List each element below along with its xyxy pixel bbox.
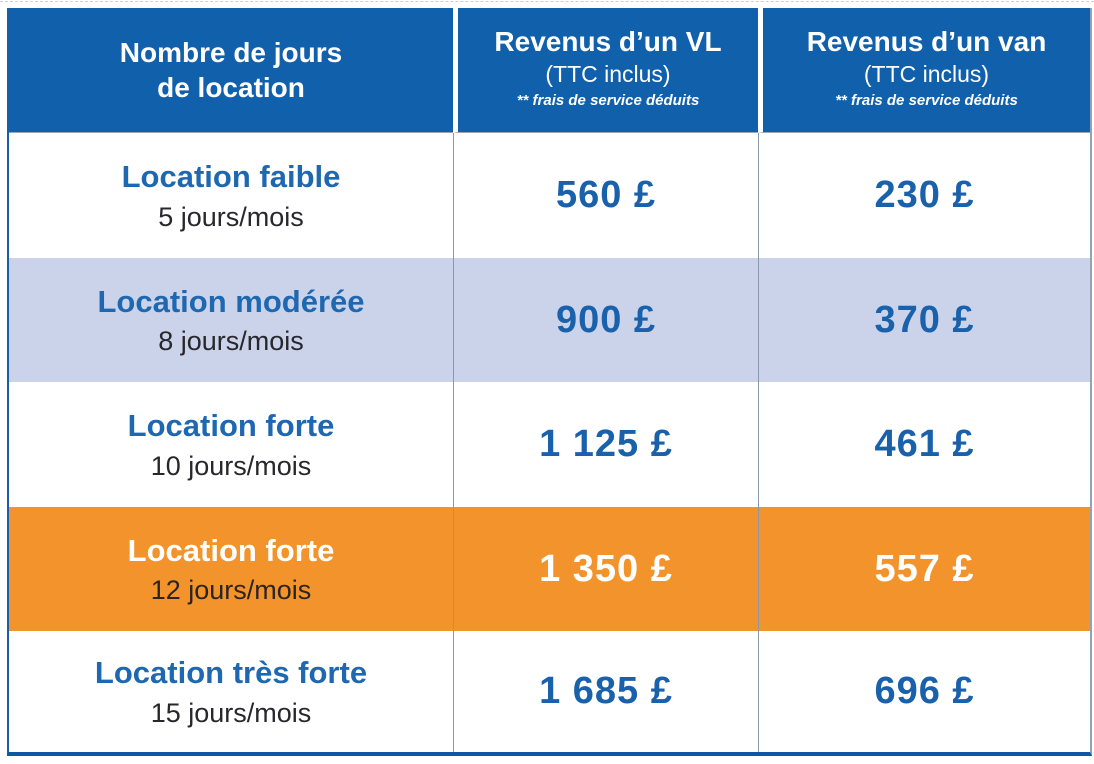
row-label-cell: Location forte 10 jours/mois (9, 382, 453, 507)
row-label: Location faible (121, 159, 341, 195)
row-label: Location forte (127, 532, 335, 568)
row-sublabel: 8 jours/mois (158, 326, 304, 357)
van-value: 230 £ (874, 174, 975, 216)
header-van-note: ** frais de service déduits (835, 91, 1018, 109)
vl-value: 1 125 £ (539, 423, 673, 465)
rental-revenue-table: Nombre de jours de location Revenus d’un… (7, 8, 1092, 756)
header-van-revenue-cell: Revenus d’un van (TTC inclus) ** frais d… (758, 8, 1090, 133)
vl-value-cell: 1 350 £ (453, 507, 758, 631)
row-label: Location très forte (94, 655, 368, 691)
row-label-cell: Location forte 12 jours/mois (9, 507, 453, 631)
vl-value: 1 685 £ (539, 670, 673, 712)
header-van-title: Revenus d’un van (806, 26, 1047, 57)
vl-value-cell: 1 685 £ (453, 631, 758, 752)
van-value-cell: 370 £ (758, 258, 1090, 382)
vl-value-cell: 1 125 £ (453, 382, 758, 507)
row-sublabel: 10 jours/mois (150, 450, 312, 481)
row-label: Location forte (127, 408, 335, 444)
header-vl-revenue-cell: Revenus d’un VL (TTC inclus) ** frais de… (453, 8, 758, 133)
header-days-line1: Nombre de jours (119, 37, 343, 68)
van-value: 370 £ (874, 298, 975, 341)
row-sublabel: 12 jours/mois (150, 575, 312, 606)
row-label-cell: Location faible 5 jours/mois (9, 133, 453, 258)
van-value-cell: 461 £ (758, 382, 1090, 507)
vl-value: 560 £ (555, 174, 657, 216)
van-value: 557 £ (874, 547, 975, 590)
van-value: 696 £ (874, 670, 975, 712)
header-van-subtitle: (TTC inclus) (863, 61, 990, 87)
header-vl-title: Revenus d’un VL (494, 26, 722, 57)
header-vl-subtitle: (TTC inclus) (545, 61, 671, 87)
row-label-cell: Location modérée 8 jours/mois (9, 258, 453, 382)
page-top-edge (0, 1, 1094, 2)
row-sublabel: 5 jours/mois (158, 201, 304, 232)
row-label-cell: Location très forte 15 jours/mois (9, 631, 453, 752)
vl-value-cell: 900 £ (453, 258, 758, 382)
vl-value-cell: 560 £ (453, 133, 758, 258)
vl-value: 900 £ (555, 298, 657, 341)
row-sublabel: 15 jours/mois (150, 697, 312, 728)
van-value-cell: 696 £ (758, 631, 1090, 752)
row-label: Location modérée (97, 283, 365, 319)
header-vl-note: ** frais de service déduits (516, 91, 700, 109)
van-value-cell: 230 £ (758, 133, 1090, 258)
van-value: 461 £ (874, 423, 975, 465)
header-days-line2: de location (157, 72, 305, 103)
van-value-cell: 557 £ (758, 507, 1090, 631)
header-days-cell: Nombre de jours de location (9, 8, 453, 133)
vl-value: 1 350 £ (539, 547, 673, 590)
